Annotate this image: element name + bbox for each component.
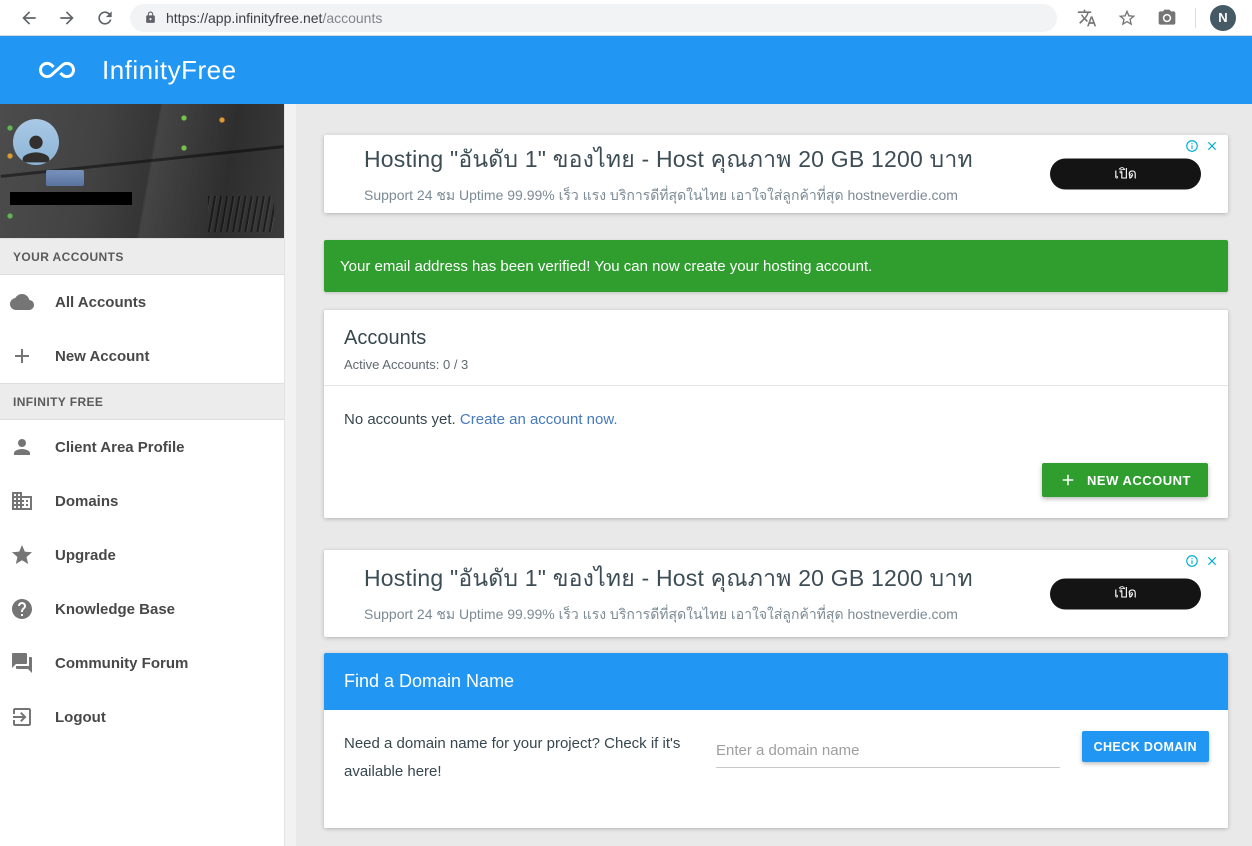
- find-domain-title: Find a Domain Name: [344, 671, 515, 691]
- ad-title: Hosting "อันดับ 1" ของไทย - Host คุณภาพ …: [364, 565, 973, 591]
- create-account-link[interactable]: Create an account now.: [459, 411, 618, 428]
- ad-title: Hosting "อันดับ 1" ของไทย - Host คุณภาพ …: [364, 145, 973, 172]
- toolbar-divider: [1195, 7, 1196, 28]
- sidebar-item-client-area-profile[interactable]: Client Area Profile: [0, 420, 296, 474]
- sidebar-item-label: Client Area Profile: [55, 438, 185, 456]
- forward-icon[interactable]: [57, 8, 77, 28]
- forum-icon: [10, 651, 34, 675]
- sidebar-item-upgrade[interactable]: Upgrade: [0, 528, 296, 582]
- url-text: https://app.infinityfree.net/accounts: [166, 9, 383, 26]
- ad-controls: [1179, 139, 1219, 153]
- email-verified-banner: Your email address has been verified! Yo…: [324, 240, 1228, 292]
- ad-open-button[interactable]: เปิด: [1050, 158, 1201, 190]
- find-domain-card: Find a Domain Name Need a domain name fo…: [324, 653, 1228, 828]
- sidebar-item-label: Upgrade: [55, 546, 116, 564]
- sidebar-item-community-forum[interactable]: Community Forum: [0, 636, 296, 690]
- sidebar-item-all-accounts[interactable]: All Accounts: [0, 275, 296, 329]
- ad-close-icon[interactable]: [1205, 554, 1219, 568]
- translate-icon[interactable]: [1077, 8, 1097, 28]
- address-bar[interactable]: https://app.infinityfree.net/accounts: [130, 3, 1057, 32]
- back-icon[interactable]: [19, 8, 39, 28]
- ad-controls: [1179, 554, 1219, 568]
- browser-profile-avatar[interactable]: N: [1210, 4, 1236, 31]
- sidebar-item-label: All Accounts: [55, 293, 147, 311]
- sidebar-item-knowledge-base[interactable]: Knowledge Base: [0, 582, 296, 636]
- empty-state-text: No accounts yet. Create an account now.: [344, 411, 618, 428]
- ad-banner-top[interactable]: Hosting "อันดับ 1" ของไทย - Host คุณภาพ …: [324, 135, 1228, 213]
- sidebar-item-domains[interactable]: Domains: [0, 474, 296, 528]
- lock-icon: [146, 11, 155, 23]
- brand-name[interactable]: InfinityFree: [102, 54, 237, 85]
- bookmark-star-icon[interactable]: [1117, 8, 1137, 28]
- sidebar: YOUR ACCOUNTS All Accounts New Account I…: [0, 104, 296, 846]
- sidebar-item-label: New Account: [55, 347, 150, 365]
- active-accounts-count: Active Accounts: 0 / 3: [344, 357, 469, 372]
- person-icon: [10, 435, 34, 459]
- profile-banner: [0, 104, 284, 238]
- app-header: InfinityFree: [0, 36, 1252, 104]
- help-icon: [10, 597, 34, 621]
- find-domain-body: Need a domain name for your project? Che…: [324, 710, 1228, 828]
- notification-text: Your email address has been verified! Yo…: [340, 257, 873, 275]
- section-title: INFINITY FREE: [13, 394, 104, 409]
- reload-icon[interactable]: [95, 8, 115, 28]
- user-avatar[interactable]: [13, 119, 59, 165]
- cloud-icon: [10, 290, 34, 314]
- main-content: Hosting "อันดับ 1" ของไทย - Host คุณภาพ …: [296, 104, 1252, 846]
- plus-icon: [10, 344, 34, 368]
- ad-subtitle: Support 24 ชม Uptime 99.99% เร็ว แรง บริ…: [364, 186, 958, 203]
- adchoices-info-icon[interactable]: [1185, 139, 1199, 153]
- accounts-card: Accounts Active Accounts: 0 / 3 No accou…: [324, 310, 1228, 518]
- ad-open-button[interactable]: เปิด: [1050, 578, 1201, 609]
- logout-icon: [10, 705, 34, 729]
- domain-icon: [10, 489, 34, 513]
- sidebar-section-your-accounts: YOUR ACCOUNTS: [0, 238, 296, 275]
- empty-state-label: No accounts yet.: [344, 411, 460, 428]
- ad-close-icon[interactable]: [1205, 139, 1219, 153]
- camera-icon[interactable]: [1157, 8, 1177, 28]
- plus-icon: [1062, 474, 1074, 486]
- sidebar-item-new-account[interactable]: New Account: [0, 329, 296, 383]
- star-icon: [10, 543, 34, 567]
- new-account-button[interactable]: NEW ACCOUNT: [1042, 463, 1208, 497]
- server-lcd-decoration: [46, 170, 84, 186]
- server-vents-decoration: [208, 196, 274, 232]
- check-domain-button[interactable]: CHECK DOMAIN: [1081, 731, 1209, 762]
- domain-name-input[interactable]: [716, 734, 1060, 768]
- ad-subtitle: Support 24 ชม Uptime 99.99% เร็ว แรง บริ…: [364, 606, 958, 622]
- sidebar-scrollbar[interactable]: [284, 104, 296, 846]
- sidebar-section-infinity-free: INFINITY FREE: [0, 383, 296, 420]
- redacted-username: [10, 192, 132, 205]
- section-title: YOUR ACCOUNTS: [13, 249, 124, 264]
- infinity-logo-icon[interactable]: [24, 52, 90, 88]
- find-domain-header: Find a Domain Name: [324, 653, 1228, 710]
- sidebar-item-label: Knowledge Base: [55, 600, 176, 618]
- browser-toolbar: https://app.infinityfree.net/accounts N: [0, 0, 1252, 36]
- new-account-button-label: NEW ACCOUNT: [1087, 472, 1191, 488]
- accounts-card-title: Accounts: [344, 327, 427, 349]
- sidebar-item-logout[interactable]: Logout: [0, 690, 296, 744]
- sidebar-item-label: Domains: [55, 492, 119, 510]
- domain-description: Need a domain name for your project? Che…: [344, 735, 681, 780]
- sidebar-item-label: Community Forum: [55, 654, 189, 672]
- card-divider: [324, 385, 1228, 386]
- adchoices-info-icon[interactable]: [1185, 554, 1199, 568]
- ad-banner-bottom[interactable]: Hosting "อันดับ 1" ของไทย - Host คุณภาพ …: [324, 550, 1228, 637]
- sidebar-item-label: Logout: [55, 708, 106, 726]
